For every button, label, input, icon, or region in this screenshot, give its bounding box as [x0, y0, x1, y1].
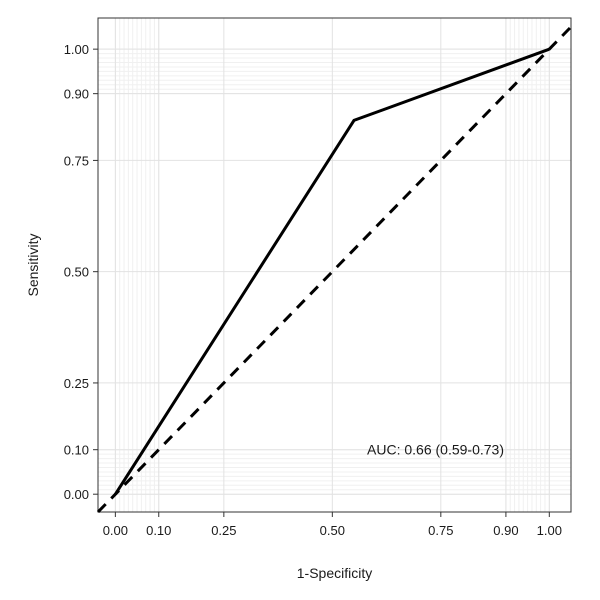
x-tick-label: 0.25 [211, 523, 236, 538]
x-tick-label: 0.90 [493, 523, 518, 538]
reference-diagonal-line [96, 25, 573, 514]
x-axis-title: 1-Specificity [297, 565, 372, 581]
y-tick-label: 0.10 [64, 443, 89, 458]
y-tick-label: 0.90 [64, 87, 89, 102]
auc-annotation: AUC: 0.66 (0.59-0.73) [367, 442, 504, 458]
roc-curve-line [114, 47, 550, 496]
plot-frame [97, 17, 572, 513]
x-tick-label: 0.10 [146, 523, 171, 538]
y-tick-label: 0.00 [64, 487, 89, 502]
y-tick-label: 1.00 [64, 42, 89, 57]
y-axis-title: Sensitivity [25, 233, 41, 296]
y-tick-label: 0.75 [64, 153, 89, 168]
axis-ticks: 0.00 0.10 0.25 0.50 0.75 0.90 1.00 0.00 0.10 0.25… [64, 42, 562, 538]
grid-lines [98, 18, 571, 512]
x-tick-label: 0.50 [320, 523, 345, 538]
x-tick-label: 1.00 [537, 523, 562, 538]
x-tick-label: 0.75 [428, 523, 453, 538]
x-tick-label: 0.00 [103, 523, 128, 538]
y-tick-label: 0.25 [64, 376, 89, 391]
y-tick-label: 0.50 [64, 265, 89, 280]
series-layer [96, 25, 573, 514]
